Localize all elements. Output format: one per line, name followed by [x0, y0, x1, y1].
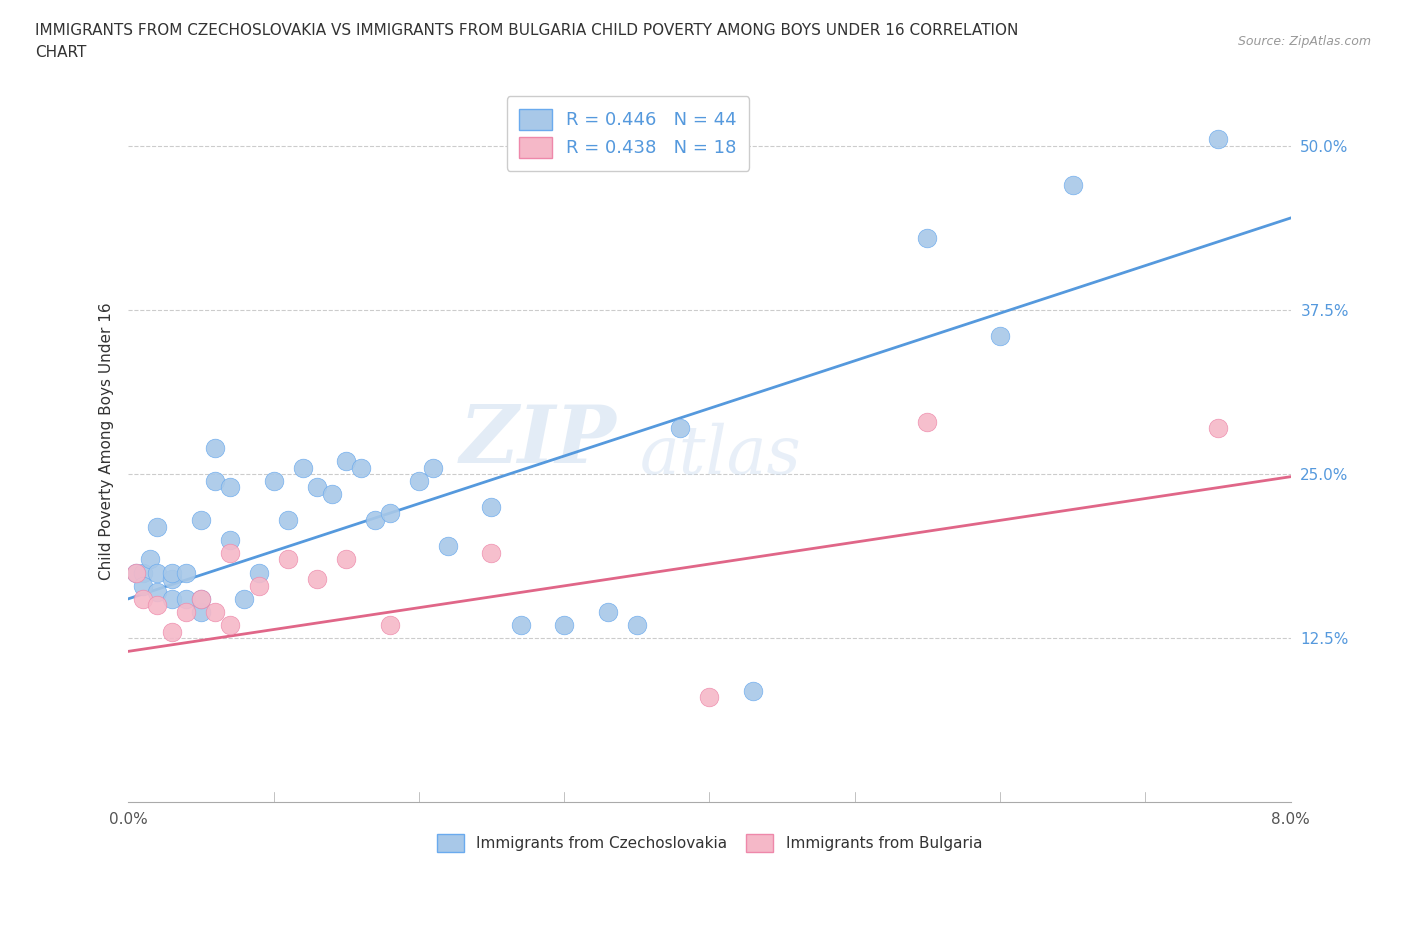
Point	[132, 591, 155, 606]
Point	[378, 618, 401, 632]
Point	[917, 414, 939, 429]
Text: Source: ZipAtlas.com: Source: ZipAtlas.com	[1237, 35, 1371, 48]
Point	[160, 572, 183, 587]
Point	[160, 624, 183, 639]
Point	[160, 565, 183, 580]
Point	[204, 441, 226, 456]
Point	[422, 460, 444, 475]
Point	[204, 473, 226, 488]
Point	[219, 545, 242, 560]
Point	[481, 499, 503, 514]
Point	[1206, 132, 1229, 147]
Point	[553, 618, 575, 632]
Point	[307, 480, 329, 495]
Point	[176, 565, 198, 580]
Point	[219, 480, 242, 495]
Point	[146, 519, 169, 534]
Point	[124, 565, 146, 580]
Point	[408, 473, 430, 488]
Point	[233, 591, 256, 606]
Point	[291, 460, 314, 475]
Point	[437, 538, 460, 553]
Point	[146, 598, 169, 613]
Point	[132, 565, 155, 580]
Point	[146, 585, 169, 600]
Text: ZIP: ZIP	[460, 403, 616, 480]
Point	[307, 572, 329, 587]
Point	[596, 604, 619, 619]
Point	[204, 604, 226, 619]
Point	[263, 473, 285, 488]
Point	[277, 512, 299, 527]
Point	[190, 591, 212, 606]
Point	[219, 618, 242, 632]
Point	[509, 618, 531, 632]
Point	[350, 460, 373, 475]
Point	[139, 552, 162, 567]
Legend: Immigrants from Czechoslovakia, Immigrants from Bulgaria: Immigrants from Czechoslovakia, Immigran…	[429, 827, 990, 859]
Text: IMMIGRANTS FROM CZECHOSLOVAKIA VS IMMIGRANTS FROM BULGARIA CHILD POVERTY AMONG B: IMMIGRANTS FROM CZECHOSLOVAKIA VS IMMIGR…	[35, 23, 1018, 38]
Point	[124, 565, 146, 580]
Point	[626, 618, 648, 632]
Point	[190, 512, 212, 527]
Point	[190, 604, 212, 619]
Point	[378, 506, 401, 521]
Point	[247, 578, 270, 593]
Point	[364, 512, 387, 527]
Point	[176, 604, 198, 619]
Point	[742, 684, 765, 698]
Point	[669, 420, 692, 435]
Point	[1062, 178, 1084, 193]
Point	[160, 591, 183, 606]
Point	[917, 231, 939, 246]
Point	[146, 565, 169, 580]
Point	[219, 532, 242, 547]
Point	[699, 690, 721, 705]
Text: atlas: atlas	[640, 423, 801, 488]
Text: CHART: CHART	[35, 45, 87, 60]
Point	[1206, 420, 1229, 435]
Point	[176, 591, 198, 606]
Point	[132, 578, 155, 593]
Point	[335, 552, 357, 567]
Y-axis label: Child Poverty Among Boys Under 16: Child Poverty Among Boys Under 16	[100, 302, 114, 580]
Point	[988, 328, 1011, 343]
Point	[190, 591, 212, 606]
Point	[321, 486, 343, 501]
Point	[277, 552, 299, 567]
Point	[247, 565, 270, 580]
Point	[481, 545, 503, 560]
Point	[335, 454, 357, 469]
